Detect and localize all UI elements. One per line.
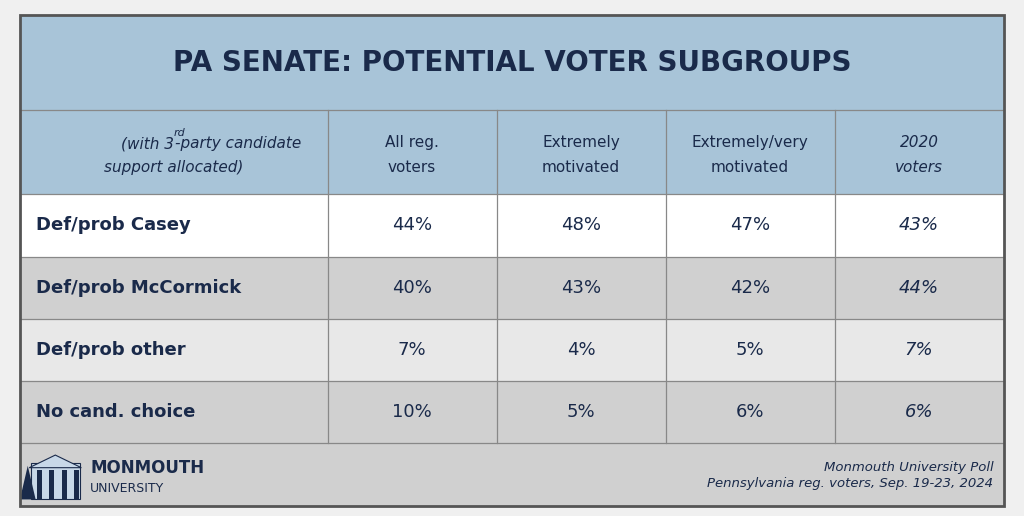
Bar (37, 471, 42, 498)
Text: Extremely/very: Extremely/very (691, 135, 809, 150)
Text: 43%: 43% (899, 216, 939, 234)
Bar (49, 471, 54, 498)
Text: UNIVERSITY: UNIVERSITY (90, 482, 165, 495)
Polygon shape (30, 455, 81, 467)
Text: All reg.: All reg. (385, 135, 439, 150)
Bar (20, 194, 1004, 256)
Text: rd: rd (174, 127, 185, 137)
Bar (62, 471, 68, 498)
Text: 6%: 6% (905, 403, 933, 421)
Text: motivated: motivated (711, 160, 790, 175)
Text: 2020: 2020 (899, 135, 939, 150)
Bar (20, 443, 1004, 506)
Text: 7%: 7% (905, 341, 933, 359)
Text: voters: voters (895, 160, 943, 175)
Text: 43%: 43% (561, 279, 601, 297)
Text: Pennsylvania reg. voters, Sep. 19-23, 2024: Pennsylvania reg. voters, Sep. 19-23, 20… (708, 477, 993, 490)
Bar (20, 256, 1004, 319)
Text: support allocated): support allocated) (104, 160, 244, 175)
Text: 7%: 7% (398, 341, 426, 359)
Text: 5%: 5% (567, 403, 595, 421)
Text: 4%: 4% (567, 341, 595, 359)
Bar (20, 381, 1004, 443)
Text: 40%: 40% (392, 279, 432, 297)
Text: Def/prob other: Def/prob other (36, 341, 185, 359)
Text: -party candidate: -party candidate (175, 136, 301, 151)
Text: 47%: 47% (730, 216, 770, 234)
Text: MONMOUTH: MONMOUTH (90, 459, 204, 477)
Text: Extremely: Extremely (543, 135, 620, 150)
Text: 42%: 42% (730, 279, 770, 297)
Text: 6%: 6% (736, 403, 764, 421)
Text: (with 3: (with 3 (121, 136, 174, 151)
Bar (20, 110, 1004, 194)
Bar (20, 15, 1004, 110)
Text: 10%: 10% (392, 403, 432, 421)
Text: PA SENATE: POTENTIAL VOTER SUBGROUPS: PA SENATE: POTENTIAL VOTER SUBGROUPS (173, 49, 851, 77)
Text: 44%: 44% (899, 279, 939, 297)
Polygon shape (19, 466, 36, 499)
Text: voters: voters (388, 160, 436, 175)
Text: 44%: 44% (392, 216, 432, 234)
Text: 5%: 5% (736, 341, 764, 359)
Text: No cand. choice: No cand. choice (36, 403, 196, 421)
Text: Monmouth University Poll: Monmouth University Poll (823, 461, 993, 474)
Bar (31, 463, 80, 499)
Text: motivated: motivated (542, 160, 621, 175)
Bar (20, 319, 1004, 381)
Bar (74, 471, 79, 498)
Text: 48%: 48% (561, 216, 601, 234)
Text: Def/prob McCormick: Def/prob McCormick (36, 279, 241, 297)
Text: Def/prob Casey: Def/prob Casey (36, 216, 190, 234)
